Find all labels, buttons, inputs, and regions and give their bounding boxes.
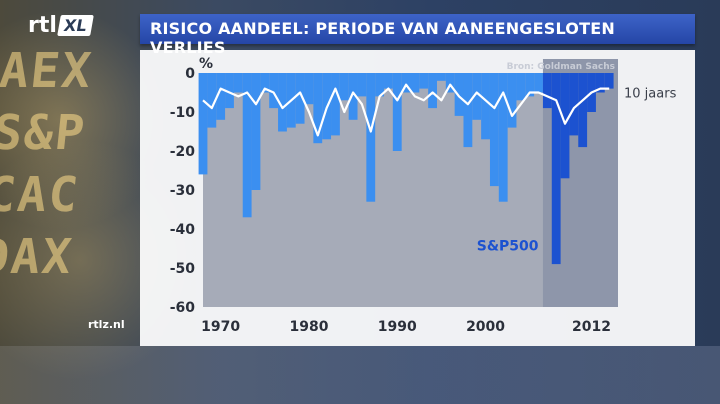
logo-rtl-text: rtl — [28, 12, 57, 38]
bar-1999 — [472, 73, 482, 120]
line-10-jaars — [202, 83, 610, 137]
source-label: Bron: Goldman Sachs — [507, 62, 615, 72]
bottom-band — [0, 346, 720, 404]
x-tick-label: 1970 — [201, 319, 240, 335]
y-axis-unit-label: % — [199, 56, 213, 72]
bar-1990 — [392, 73, 402, 151]
bar-1991 — [401, 73, 411, 93]
rtl-xl-logo: rtl XL — [28, 12, 124, 38]
series-label-sp500: S&P500 — [477, 239, 539, 255]
series-label-10-jaars: 10 jaars — [624, 87, 677, 102]
title-bar: RISICO AANDEEL: PERIODE VAN AANEENGESLOT… — [140, 14, 695, 57]
bar-2010 — [569, 73, 579, 136]
bar-2013 — [595, 73, 605, 93]
x-tick-label: 1980 — [289, 319, 328, 335]
y-tick-label: -20 — [170, 144, 196, 160]
bar-2011 — [578, 73, 588, 148]
site-label: rtlz.nl — [88, 318, 125, 331]
bar-1985 — [348, 73, 358, 120]
x-tick-label: 1990 — [378, 319, 417, 335]
bar-1989 — [384, 73, 393, 89]
bar-1995 — [436, 73, 446, 81]
bar-1993 — [419, 73, 429, 89]
y-tick-label: -40 — [170, 222, 196, 238]
bar-1971 — [225, 73, 234, 109]
bar-1969 — [207, 73, 217, 128]
bar-1986 — [357, 73, 367, 97]
bar-1974 — [251, 73, 261, 190]
bar-1988 — [375, 73, 385, 97]
y-tick-label: -50 — [170, 261, 196, 277]
y-tick-label: 0 — [185, 66, 195, 82]
bar-2000 — [481, 73, 490, 140]
bar-1996 — [445, 73, 455, 93]
bar-1980 — [304, 73, 314, 105]
bar-1972 — [233, 73, 243, 93]
y-tick-label: -10 — [170, 105, 196, 121]
bar-2004 — [516, 73, 526, 101]
x-tick-label: 2012 — [572, 319, 611, 335]
bar-1981 — [313, 73, 323, 144]
bar-1987 — [366, 73, 376, 202]
y-tick-label: -30 — [170, 183, 196, 199]
bar-1977 — [278, 73, 287, 132]
bar-1994 — [428, 73, 437, 109]
bar-1970 — [216, 73, 226, 120]
bar-2002 — [498, 73, 508, 202]
bar-1983 — [331, 73, 340, 136]
bar-1968 — [198, 73, 208, 175]
bar-1976 — [269, 73, 279, 109]
bar-2014 — [604, 73, 614, 89]
bar-2006 — [534, 73, 543, 93]
bar-1979 — [295, 73, 305, 124]
bar-1998 — [463, 73, 473, 148]
bar-2005 — [525, 73, 535, 97]
bar-1975 — [260, 73, 270, 93]
bar-2007 — [542, 73, 552, 109]
bar-1984 — [339, 73, 349, 101]
x-tick-label: 2000 — [466, 319, 505, 335]
bar-1992 — [410, 73, 420, 93]
bar-2003 — [507, 73, 517, 128]
bar-1973 — [242, 73, 252, 218]
y-tick-label: -60 — [170, 300, 196, 316]
bar-2001 — [489, 73, 499, 187]
bar-2008 — [551, 73, 561, 265]
bar-2009 — [560, 73, 570, 179]
bar-1997 — [454, 73, 464, 116]
